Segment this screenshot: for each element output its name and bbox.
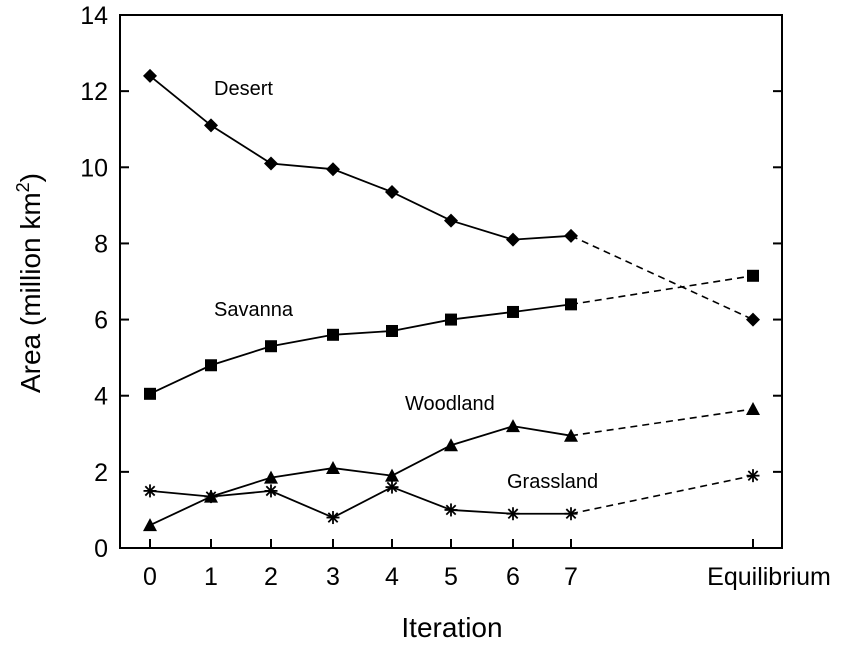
grassland-line [149, 486, 571, 519]
savanna-point-3 [327, 328, 339, 341]
desert-point-1 [204, 118, 218, 133]
grassland-point-8-stroke-3 [747, 470, 759, 481]
series-markers [143, 68, 760, 532]
woodland-point-8 [746, 402, 760, 416]
grassland-point-5 [444, 503, 458, 517]
woodland-label: Woodland [405, 393, 495, 415]
savanna-point-7 [565, 298, 577, 311]
savanna-point-8 [747, 269, 759, 282]
woodland-point-5 [444, 438, 458, 452]
grassland-point-1-stroke-3 [205, 491, 217, 502]
series-labels: Desert Savanna Woodland Grassland [214, 78, 598, 493]
desert-point-5 [444, 213, 458, 228]
grassland-point-0-stroke-3 [144, 485, 156, 497]
y-tick-label-14: 14 [80, 2, 108, 30]
desert-equilibrium-line [570, 235, 754, 321]
savanna-point-0 [144, 387, 156, 400]
savanna-equilibrium-line [570, 274, 754, 306]
grassland-point-8 [746, 469, 760, 483]
savanna-point-5 [445, 313, 457, 326]
grassland-point-4-stroke-3 [386, 481, 398, 493]
x-tick-label-8: Equilibrium [707, 563, 831, 591]
y-axis-title: Area (million km2) [13, 173, 46, 393]
x-tick-label-7: 7 [564, 563, 578, 591]
y-tick-label-6: 6 [94, 307, 108, 335]
woodland-equilibrium-line [570, 408, 754, 437]
y-tick-label-8: 8 [94, 230, 108, 258]
desert-label: Desert [214, 78, 273, 100]
woodland-point-3 [326, 461, 340, 475]
grassland-point-5-stroke-3 [445, 504, 457, 516]
grassland-point-7-stroke-3 [565, 508, 577, 520]
desert-point-7 [564, 228, 578, 243]
y-axis-title-superscript: 2 [13, 182, 33, 192]
grassland-point-3 [326, 511, 340, 525]
grassland-equilibrium-line [570, 474, 754, 515]
y-tick-label-2: 2 [94, 459, 108, 487]
grassland-point-2 [264, 484, 278, 498]
desert-point-3 [326, 162, 340, 177]
grassland-point-2-stroke-3 [265, 485, 277, 497]
desert-line [149, 75, 572, 241]
savanna-label: Savanna [214, 299, 294, 321]
desert-point-8 [746, 312, 760, 327]
x-tick-label-2: 2 [264, 563, 278, 591]
x-tick-label-4: 4 [385, 563, 399, 591]
grassland-point-0 [143, 484, 157, 498]
x-tick-label-3: 3 [326, 563, 340, 591]
y-tick-label-12: 12 [80, 78, 108, 106]
grassland-point-6 [506, 507, 520, 521]
savanna-line [149, 303, 572, 395]
y-tick-label-0: 0 [94, 535, 108, 563]
grassland-point-3-stroke-3 [327, 512, 339, 523]
x-tick-label-1: 1 [204, 563, 218, 591]
savanna-point-6 [507, 305, 519, 318]
grassland-point-6-stroke-3 [507, 508, 519, 520]
desert-point-4 [385, 185, 399, 200]
woodland-point-4 [385, 468, 399, 482]
y-axis-title-close: ) [15, 173, 46, 182]
y-tick-label-10: 10 [80, 154, 108, 182]
x-tick-label-5: 5 [444, 563, 458, 591]
savanna-point-1 [205, 359, 217, 372]
desert-point-6 [506, 232, 520, 247]
grassland-point-1 [204, 490, 218, 504]
woodland-point-0 [143, 518, 157, 532]
grassland-point-7 [564, 507, 578, 521]
grassland-point-4 [385, 480, 399, 494]
desert-point-0 [143, 68, 157, 83]
series-lines [149, 75, 754, 526]
woodland-line [149, 425, 572, 526]
savanna-point-2 [265, 340, 277, 353]
savanna-point-4 [386, 324, 398, 337]
grassland-label: Grassland [507, 471, 598, 493]
desert-point-2 [264, 156, 278, 171]
x-axis-title: Iteration [401, 612, 502, 643]
y-axis-title-text: Area (million km [15, 192, 46, 393]
y-tick-label-4: 4 [94, 383, 108, 411]
woodland-point-7 [564, 428, 578, 442]
x-tick-label-6: 6 [506, 563, 520, 591]
woodland-point-2 [264, 470, 278, 484]
x-tick-label-0: 0 [143, 563, 157, 591]
woodland-point-6 [506, 419, 520, 433]
